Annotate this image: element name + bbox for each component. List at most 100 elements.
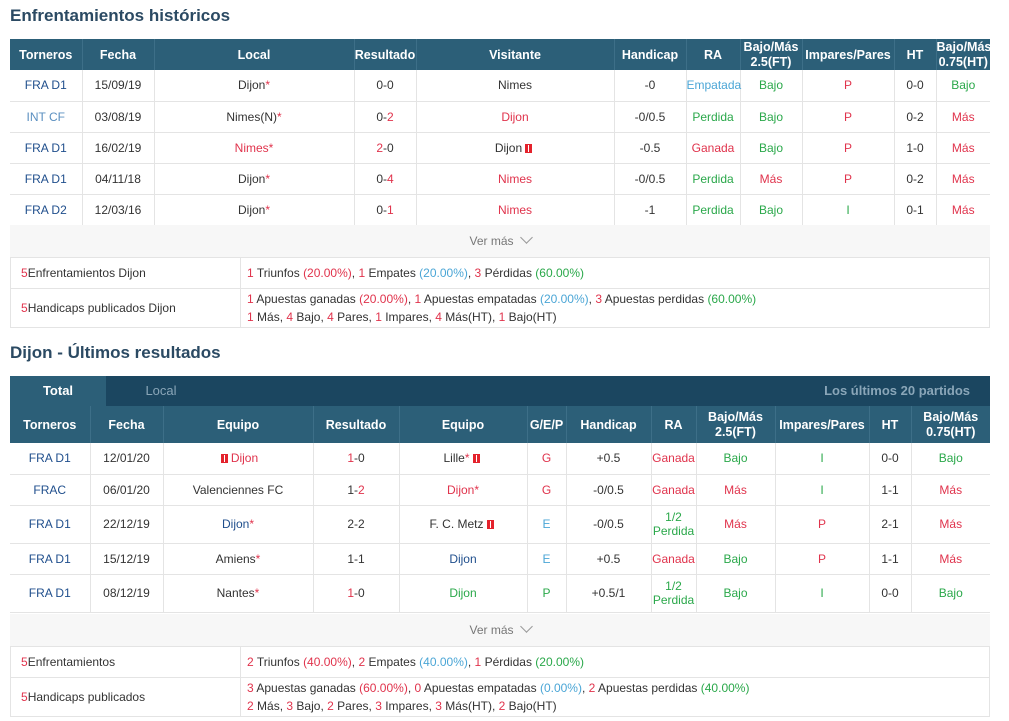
tab-local[interactable]: Local (145, 383, 177, 398)
away-team-link[interactable]: Lille (443, 451, 465, 466)
column-header: Bajo/Más 0.75(HT) (936, 39, 992, 70)
away-cell: F. C. Metz (399, 505, 528, 544)
odd-even: I (820, 482, 824, 497)
home-team-link[interactable]: Nimes (234, 140, 269, 155)
home-team-link[interactable]: Dijon (221, 517, 250, 531)
summary-separator: , (588, 292, 596, 306)
home-team-link[interactable]: Dijon (237, 171, 266, 186)
ra-result: Perdida (692, 109, 734, 124)
league-cell[interactable]: FRA D1 (10, 163, 83, 195)
away-team-link[interactable]: Nimes (497, 78, 532, 93)
league-cell[interactable]: FRA D1 (10, 574, 91, 613)
league-link[interactable]: FRA D1 (24, 78, 67, 93)
oe-cell: I (775, 574, 870, 613)
score-cell[interactable]: 1-0 (313, 443, 400, 475)
tab-total[interactable]: Total (10, 376, 106, 406)
away-team-link[interactable]: Nimes (497, 171, 532, 186)
score-cell[interactable]: 2-2 (313, 505, 400, 544)
ht-cell: 2-1 (869, 505, 912, 544)
handicap: +0.5 (596, 451, 621, 466)
score-away: 0 (358, 586, 365, 600)
summary-pares-n: 2 (327, 699, 334, 713)
league-link[interactable]: INT CF (26, 109, 65, 124)
away-team-link[interactable]: Dijon (494, 140, 523, 155)
league-link[interactable]: FRA D1 (24, 171, 67, 186)
home-team-link[interactable]: Dijon (237, 78, 266, 93)
ht-ou-cell: Bajo (911, 443, 990, 475)
table-row: FRA D1 08/12/19 Nantes* 1-0 Dijon P +0.5/1 1/2 P… (10, 574, 990, 613)
summary-bajo-n: 3 (286, 699, 294, 713)
league-link[interactable]: FRA D1 (28, 551, 71, 566)
away-team-link[interactable]: F. C. Metz (429, 517, 484, 531)
ht-ou-cell: Bajo (936, 70, 990, 102)
summary-hw-t: Apuestas ganadas (256, 292, 356, 306)
score-home: 0 (376, 109, 383, 124)
column-header: RA (651, 406, 697, 443)
home-team-link[interactable]: Amiens (215, 551, 256, 566)
ht-cell: 0-0 (869, 443, 912, 475)
league-cell[interactable]: FRA D1 (10, 70, 83, 102)
summary-imp-t: Impares, (385, 310, 432, 324)
away-team-link[interactable]: Dijon (449, 551, 477, 566)
summary-imp-t: Impares, (385, 699, 432, 713)
ht-ou-cell: Más (936, 194, 990, 226)
red-card-icon (525, 143, 533, 153)
home-team-link[interactable]: Nantes (216, 586, 255, 600)
score-cell[interactable]: 0-2 (354, 101, 417, 133)
handicap: +0.5 (596, 551, 621, 566)
score-cell[interactable]: 0-4 (354, 163, 417, 195)
score-cell[interactable]: 1-0 (313, 574, 400, 613)
column-header: Resultado (354, 39, 417, 70)
away-team-link[interactable]: Nimes (497, 202, 532, 217)
away-team-link[interactable]: Dijon (501, 109, 529, 124)
home-cell: Dijon* (154, 163, 355, 195)
league-link[interactable]: FRA D1 (28, 451, 71, 466)
home-team-link[interactable]: Valenciennes FC (192, 482, 284, 497)
score-cell[interactable]: 1-2 (313, 474, 400, 506)
handicap-cell: -0/0.5 (614, 101, 687, 133)
summary-wins-t: Triunfos (256, 266, 300, 280)
home-cell: Nimes(N)* (154, 101, 355, 133)
summary-imp-n: 1 (375, 310, 382, 324)
away-team-link[interactable]: Dijon (446, 482, 475, 497)
summary-row-results: 5 Enfrentamientos 2 Triunfos (40.00%), 2 … (11, 647, 989, 678)
away-team-link[interactable]: Dijon (449, 586, 477, 600)
score-cell[interactable]: 1-1 (313, 543, 400, 575)
red-card-icon (486, 520, 494, 529)
league-cell[interactable]: FRA D1 (10, 505, 91, 544)
score-cell[interactable]: 2-0 (354, 132, 417, 164)
score-cell[interactable]: 0-1 (354, 194, 417, 226)
score-cell[interactable]: 0-0 (354, 70, 417, 102)
league-link[interactable]: FRA D1 (24, 140, 67, 155)
summary-label: 5 Enfrentamientos (11, 647, 241, 677)
ht-ou-cell: Más (936, 163, 990, 195)
league-cell[interactable]: FRA D1 (10, 132, 83, 164)
ht-over-under: Más (951, 140, 975, 155)
handicap: -0.5 (639, 140, 661, 155)
league-cell[interactable]: INT CF (10, 101, 83, 133)
h2h-ver-mas-button[interactable]: Ver más (10, 225, 990, 257)
recent-ver-mas-button[interactable]: Ver más (10, 614, 990, 646)
league-link[interactable]: FRA D1 (28, 586, 71, 600)
league-link[interactable]: FRAC (33, 482, 67, 497)
recent-tabbar: Total Local Los últimos 20 partidos (10, 376, 990, 406)
league-link[interactable]: FRA D1 (28, 517, 71, 531)
league-link[interactable]: FRA D2 (24, 202, 67, 217)
h2h-summary: 5 Enfrentamientos Dijon 1 Triunfos (20.00… (10, 257, 990, 328)
summary-masht-t: Más(HT), (445, 699, 496, 713)
tab-last-20[interactable]: Los últimos 20 partidos (824, 383, 970, 398)
score-home: 1 (347, 482, 354, 497)
home-team-link[interactable]: Dijon (237, 202, 266, 217)
home-team-link[interactable]: Dijon (230, 451, 259, 466)
summary-loss-t: Pérdidas (484, 655, 532, 669)
league-cell[interactable]: FRA D1 (10, 543, 91, 575)
ht-over-under: Más (951, 171, 975, 186)
summary-hl-p: (60.00%) (707, 292, 757, 306)
league-cell[interactable]: FRA D1 (10, 443, 91, 475)
handicap-cell: -0 (614, 70, 687, 102)
summary-draws-p: (40.00%) (419, 655, 468, 669)
league-cell[interactable]: FRAC (10, 474, 91, 506)
oe-cell: P (802, 132, 895, 164)
home-team-link[interactable]: Nimes(N) (226, 109, 277, 124)
league-cell[interactable]: FRA D2 (10, 194, 83, 226)
